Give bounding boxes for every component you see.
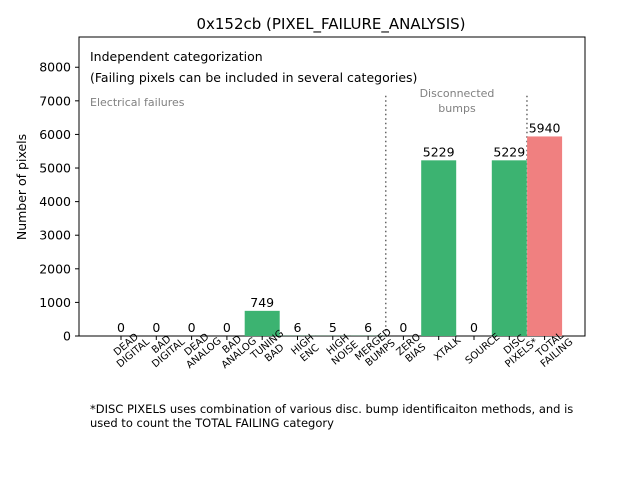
data-label: 0	[470, 320, 478, 335]
data-label: 0	[188, 320, 196, 335]
data-label: 5	[329, 320, 337, 335]
chart-title: 0x152cb (PIXEL_FAILURE_ANALYSIS)	[196, 15, 465, 34]
y-tick-label: 8000	[39, 60, 71, 75]
y-tick-label: 6000	[39, 127, 71, 142]
footnote-line-1: *DISC PIXELS uses combination of various…	[90, 402, 574, 416]
data-label: 0	[223, 320, 231, 335]
bar	[491, 160, 527, 336]
data-label: 5229	[493, 144, 525, 159]
x-tick-label: DEADDIGITAL	[108, 328, 152, 370]
data-label: 749	[250, 295, 274, 310]
y-tick-label: 4000	[39, 194, 71, 209]
group-label-disconnected-2: bumps	[438, 102, 476, 115]
x-tick-label: HIGHENC	[290, 332, 324, 365]
x-tick-label: BADDIGITAL	[143, 328, 187, 370]
header-annotation-2: (Failing pixels can be included in sever…	[90, 70, 417, 85]
x-tick-label: XTALK	[432, 335, 463, 364]
data-label: 0	[152, 320, 160, 335]
y-tick-label: 5000	[39, 161, 71, 176]
bar	[421, 160, 457, 336]
y-tick-label: 3000	[39, 228, 71, 243]
y-tick-label: 2000	[39, 261, 71, 276]
data-label: 0	[399, 320, 407, 335]
x-tick-label: ZEROBIAS	[395, 332, 431, 367]
group-label-disconnected-1: Disconnected	[420, 87, 495, 100]
y-tick-label: 0	[63, 329, 71, 344]
bar	[244, 310, 280, 336]
x-tick-label: SOURCE	[464, 332, 503, 367]
data-label: 5229	[423, 144, 455, 159]
header-annotation-1: Independent categorization	[90, 49, 263, 64]
y-tick-label: 1000	[39, 295, 71, 310]
footnote-line-2: used to count the TOTAL FAILING category	[90, 416, 334, 430]
group-label-electrical: Electrical failures	[90, 96, 185, 109]
data-label: 5940	[529, 120, 561, 135]
ylabel: Number of pixels	[14, 134, 29, 240]
x-tick-label: DEADANALOG	[177, 327, 223, 371]
data-label: 6	[364, 320, 372, 335]
bar	[527, 136, 563, 336]
data-label: 0	[117, 320, 125, 335]
y-tick-label: 7000	[39, 93, 71, 108]
footnote: *DISC PIXELS uses combination of various…	[90, 402, 630, 430]
data-label: 6	[294, 320, 302, 335]
